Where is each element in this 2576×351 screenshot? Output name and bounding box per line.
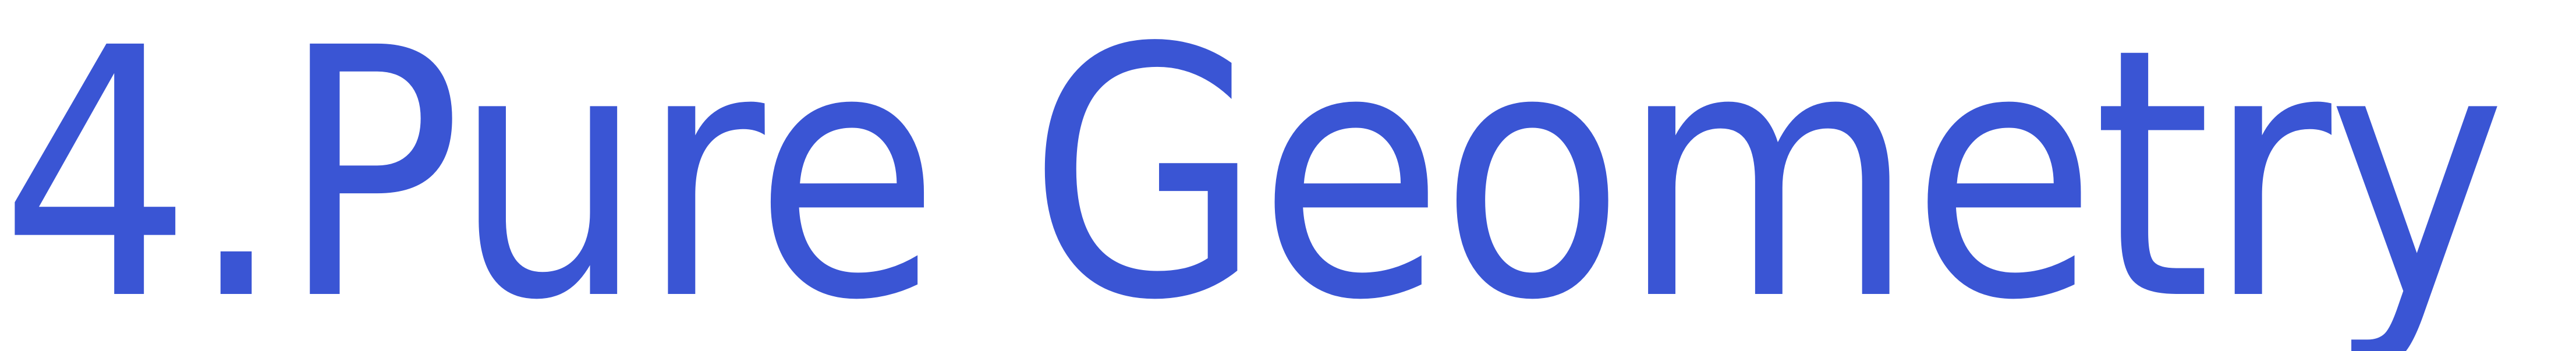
section-heading: 4.Pure Geometry	[0, 0, 2506, 351]
